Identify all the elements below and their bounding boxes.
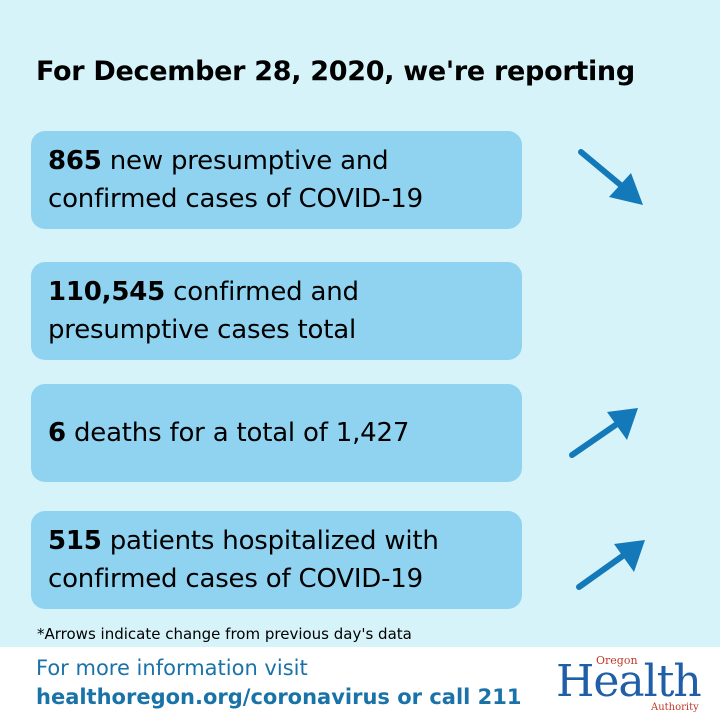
arrow-up-right-icon bbox=[569, 408, 638, 458]
card-new-cases: 865 new presumptive and confirmed cases … bbox=[31, 131, 522, 229]
oregon-health-authority-logo: Health Oregon Authority bbox=[556, 653, 706, 715]
headline: For December 28, 2020, we're reporting bbox=[36, 56, 635, 87]
footer-link-text[interactable]: healthoregon.org/coronavirus or call 211 bbox=[36, 685, 522, 709]
card-deaths: 6 deaths for a total of 1,427 bbox=[31, 384, 522, 482]
footer: For more information visit healthoregon.… bbox=[0, 647, 720, 720]
hospitalized-text: patients hospitalized with confirmed cas… bbox=[48, 526, 439, 594]
logo-health-text: Health bbox=[556, 656, 702, 707]
logo-oregon-text: Oregon bbox=[596, 654, 638, 667]
card-hospitalized: 515 patients hospitalized with confirmed… bbox=[31, 511, 522, 609]
total-cases-number: 110,545 bbox=[48, 277, 166, 307]
deaths-text: deaths for a total of 1,427 bbox=[65, 418, 410, 448]
hospitalized-number: 515 bbox=[48, 526, 102, 556]
total-cases-text: confirmed and presumptive cases total bbox=[48, 277, 359, 345]
arrow-down-right-icon bbox=[578, 149, 643, 205]
new-cases-number: 865 bbox=[48, 146, 102, 176]
card-total-cases: 110,545 confirmed and presumptive cases … bbox=[31, 262, 522, 360]
new-cases-text: new presumptive and confirmed cases of C… bbox=[48, 146, 423, 214]
footer-info-text: For more information visit bbox=[36, 656, 308, 680]
deaths-number: 6 bbox=[48, 418, 66, 448]
logo-authority-text: Authority bbox=[651, 702, 699, 713]
footnote: *Arrows indicate change from previous da… bbox=[37, 625, 412, 643]
arrow-up-right-icon bbox=[576, 540, 645, 590]
